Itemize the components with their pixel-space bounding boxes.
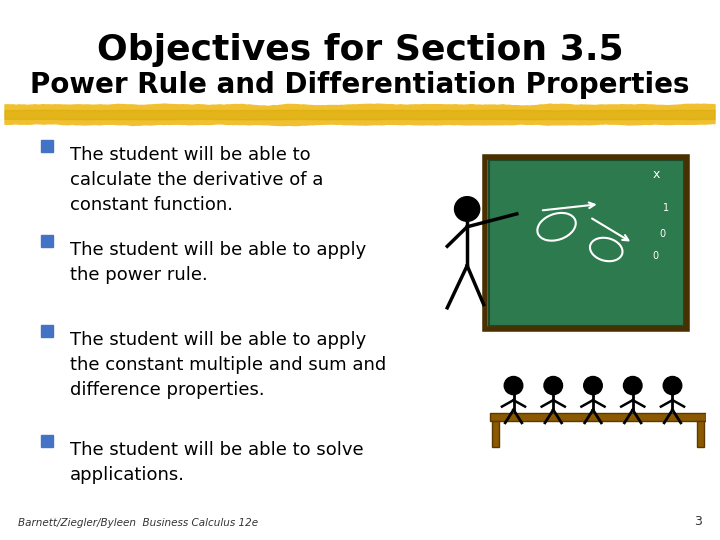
- Text: 1: 1: [663, 202, 669, 213]
- Circle shape: [624, 376, 642, 395]
- Text: 3: 3: [694, 515, 702, 528]
- Bar: [41, 235, 53, 247]
- Bar: [41, 140, 53, 152]
- Text: 0: 0: [653, 251, 659, 261]
- Circle shape: [663, 376, 682, 395]
- Bar: [492, 421, 498, 447]
- Text: Objectives for Section 3.5: Objectives for Section 3.5: [96, 33, 624, 67]
- Text: The student will be able to apply
the constant multiple and sum and
difference p: The student will be able to apply the co…: [70, 331, 386, 399]
- Text: 0: 0: [660, 228, 665, 239]
- Text: Power Rule and Differentiation Properties: Power Rule and Differentiation Propertie…: [30, 71, 690, 99]
- Circle shape: [504, 376, 523, 395]
- FancyBboxPatch shape: [489, 160, 684, 326]
- Bar: [697, 421, 704, 447]
- Bar: [41, 325, 53, 337]
- Circle shape: [584, 376, 602, 395]
- Circle shape: [544, 376, 562, 395]
- Polygon shape: [5, 110, 715, 120]
- Text: x: x: [652, 168, 660, 181]
- Polygon shape: [5, 104, 715, 126]
- Text: The student will be able to solve
applications.: The student will be able to solve applic…: [70, 441, 364, 484]
- Bar: [41, 435, 53, 447]
- Text: The student will be able to
calculate the derivative of a
constant function.: The student will be able to calculate th…: [70, 146, 323, 214]
- Circle shape: [454, 197, 480, 221]
- Text: Barnett/Ziegler/Byleen  Business Calculus 12e: Barnett/Ziegler/Byleen Business Calculus…: [18, 518, 258, 528]
- Bar: [490, 413, 706, 421]
- Text: The student will be able to apply
the power rule.: The student will be able to apply the po…: [70, 241, 366, 284]
